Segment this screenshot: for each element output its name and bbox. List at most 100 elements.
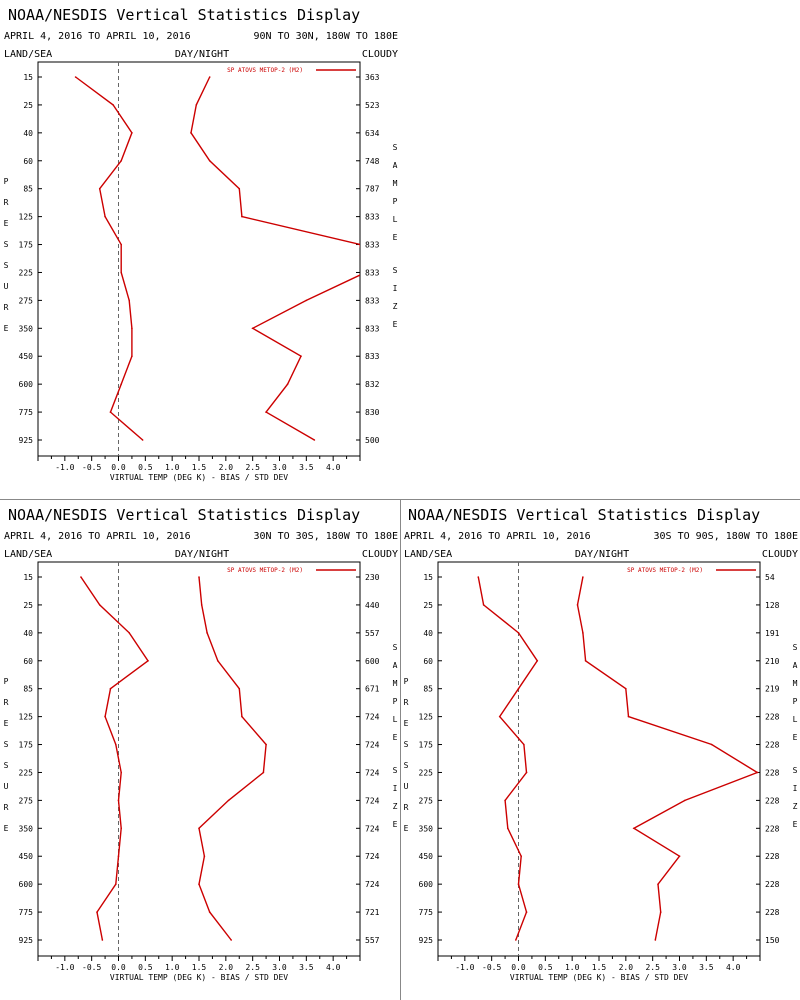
bias-data-point bbox=[131, 327, 133, 330]
sample-size-label: 440 bbox=[365, 601, 380, 610]
bias-data-point bbox=[74, 76, 77, 78]
x-axis: -1.0 -0.5 0.0 0.5 1.0 1.5 2.0 2.5 3.0 3.5 4.0 bbox=[37, 456, 361, 472]
date-range: APRIL 4, 2016 TO APRIL 10, 2016 bbox=[4, 531, 191, 542]
chart-panel-tropics: NOAA/NESDIS Vertical Statistics Display A… bbox=[0, 500, 400, 1000]
x-tick-label: 1.0 bbox=[165, 963, 180, 972]
std-dev-data-point bbox=[208, 159, 211, 162]
vertical-stats-chart: NOAA/NESDIS Vertical Statistics Display A… bbox=[404, 506, 799, 982]
sample-size-label: 363 bbox=[365, 73, 380, 82]
x-tick-label: 0.5 bbox=[138, 963, 153, 972]
pressure-level-label: 450 bbox=[19, 352, 34, 361]
sample-size-label: 228 bbox=[765, 852, 780, 861]
std-dev-data-point bbox=[198, 883, 200, 885]
std-dev-data-point bbox=[230, 939, 232, 941]
sample-size-label: 228 bbox=[765, 713, 780, 722]
x-axis: -1.0 -0.5 0.0 0.5 1.0 1.5 2.0 2.5 3.0 3.5 4.0 bbox=[437, 956, 761, 972]
region-label: 30S TO 90S, 180W TO 180E bbox=[654, 531, 799, 542]
bias-data-point bbox=[101, 939, 104, 941]
sample-size-label: 150 bbox=[765, 936, 780, 945]
sample-size-label: 557 bbox=[365, 629, 380, 638]
pressure-level-label: 600 bbox=[19, 380, 34, 389]
std-dev-series-line bbox=[198, 576, 267, 941]
x-tick-label: 0.0 bbox=[511, 963, 526, 972]
vertical-stats-chart: NOAA/NESDIS Vertical Statistics Display A… bbox=[4, 6, 398, 482]
std-dev-data-point bbox=[241, 215, 243, 218]
std-dev-series-line bbox=[576, 576, 759, 941]
sample-size-label: 634 bbox=[365, 129, 380, 138]
bias-data-point bbox=[112, 104, 114, 106]
x-tick-label: 0.5 bbox=[538, 963, 553, 972]
std-dev-data-point bbox=[300, 355, 302, 358]
std-dev-data-point bbox=[238, 187, 241, 190]
bias-series-line bbox=[75, 76, 144, 441]
bias-data-point bbox=[498, 715, 501, 718]
y-axis: 15 230 25 440 40 557 60 600 85 671 125 724 175 724 225… bbox=[19, 573, 380, 945]
std-dev-data-point bbox=[633, 827, 635, 830]
pressure-level-label: 60 bbox=[23, 157, 33, 166]
std-dev-data-point bbox=[584, 659, 587, 662]
sample-size-label: 54 bbox=[765, 573, 775, 582]
pressure-level-label: 600 bbox=[419, 880, 434, 889]
sample-size-label: 833 bbox=[365, 296, 380, 305]
x-tick-label: -1.0 bbox=[55, 963, 74, 972]
std-dev-data-point bbox=[359, 243, 360, 246]
bias-data-point bbox=[147, 659, 149, 662]
x-axis: -1.0 -0.5 0.0 0.5 1.0 1.5 2.0 2.5 3.0 3.5 4.0 bbox=[37, 956, 361, 972]
pressure-level-label: 25 bbox=[423, 601, 433, 610]
plot-frame bbox=[437, 561, 761, 957]
pressure-level-label: 275 bbox=[419, 796, 434, 805]
std-dev-data-point bbox=[198, 827, 200, 830]
vertical-stats-chart: NOAA/NESDIS Vertical Statistics Display A… bbox=[4, 506, 398, 982]
pressure-level-label: 15 bbox=[23, 73, 33, 82]
bias-data-point bbox=[525, 911, 528, 913]
x-tick-label: 3.5 bbox=[699, 963, 714, 972]
x-tick-label: 4.0 bbox=[326, 463, 341, 472]
sample-size-label: 833 bbox=[365, 241, 380, 250]
pressure-level-label: 40 bbox=[423, 629, 433, 638]
std-dev-data-point bbox=[227, 799, 230, 802]
std-dev-data-point bbox=[198, 576, 200, 578]
std-dev-data-point bbox=[305, 299, 308, 302]
sample-size-label: 228 bbox=[765, 908, 780, 917]
pressure-level-label: 125 bbox=[19, 213, 34, 222]
sample-size-label: 721 bbox=[365, 908, 380, 917]
bias-data-point bbox=[128, 632, 131, 634]
pressure-level-label: 40 bbox=[23, 129, 33, 138]
bias-data-point bbox=[131, 355, 133, 358]
x-tick-label: 2.5 bbox=[645, 963, 660, 972]
pressure-level-label: 450 bbox=[19, 852, 34, 861]
pressure-level-label: 85 bbox=[23, 185, 33, 194]
sample-size-label: 724 bbox=[365, 852, 380, 861]
x-tick-label: 2.0 bbox=[619, 963, 634, 972]
day-night-label: DAY/NIGHT bbox=[175, 549, 229, 560]
pressure-level-label: 925 bbox=[19, 936, 34, 945]
x-tick-label: -1.0 bbox=[55, 463, 74, 472]
x-tick-label: 1.5 bbox=[192, 963, 207, 972]
sample-size-label: 500 bbox=[365, 436, 380, 445]
cloudy-label: CLOUDY bbox=[362, 549, 398, 560]
pressure-level-label: 85 bbox=[423, 685, 433, 694]
bias-data-point bbox=[120, 159, 122, 162]
std-dev-data-point bbox=[216, 659, 219, 662]
panel-divider-horizontal bbox=[0, 499, 800, 500]
std-dev-data-point bbox=[576, 604, 579, 606]
sample-size-label: 724 bbox=[365, 824, 380, 833]
std-dev-data-point bbox=[313, 439, 316, 441]
pressure-level-label: 175 bbox=[19, 741, 34, 750]
pressure-level-label: 350 bbox=[419, 824, 434, 833]
pressure-level-label: 775 bbox=[19, 908, 34, 917]
x-tick-label: 3.5 bbox=[299, 463, 314, 472]
bias-data-point bbox=[109, 687, 112, 690]
cloudy-label: CLOUDY bbox=[362, 49, 398, 60]
pressure-level-label: 350 bbox=[19, 324, 34, 333]
x-tick-label: 4.0 bbox=[726, 963, 741, 972]
pressure-level-label: 125 bbox=[19, 713, 34, 722]
legend-label: SP ATOVS METOP-2 (M2) bbox=[627, 567, 703, 574]
x-tick-label: 2.0 bbox=[219, 463, 234, 472]
sample-size-label: 228 bbox=[765, 768, 780, 777]
date-range: APRIL 4, 2016 TO APRIL 10, 2016 bbox=[4, 31, 191, 42]
